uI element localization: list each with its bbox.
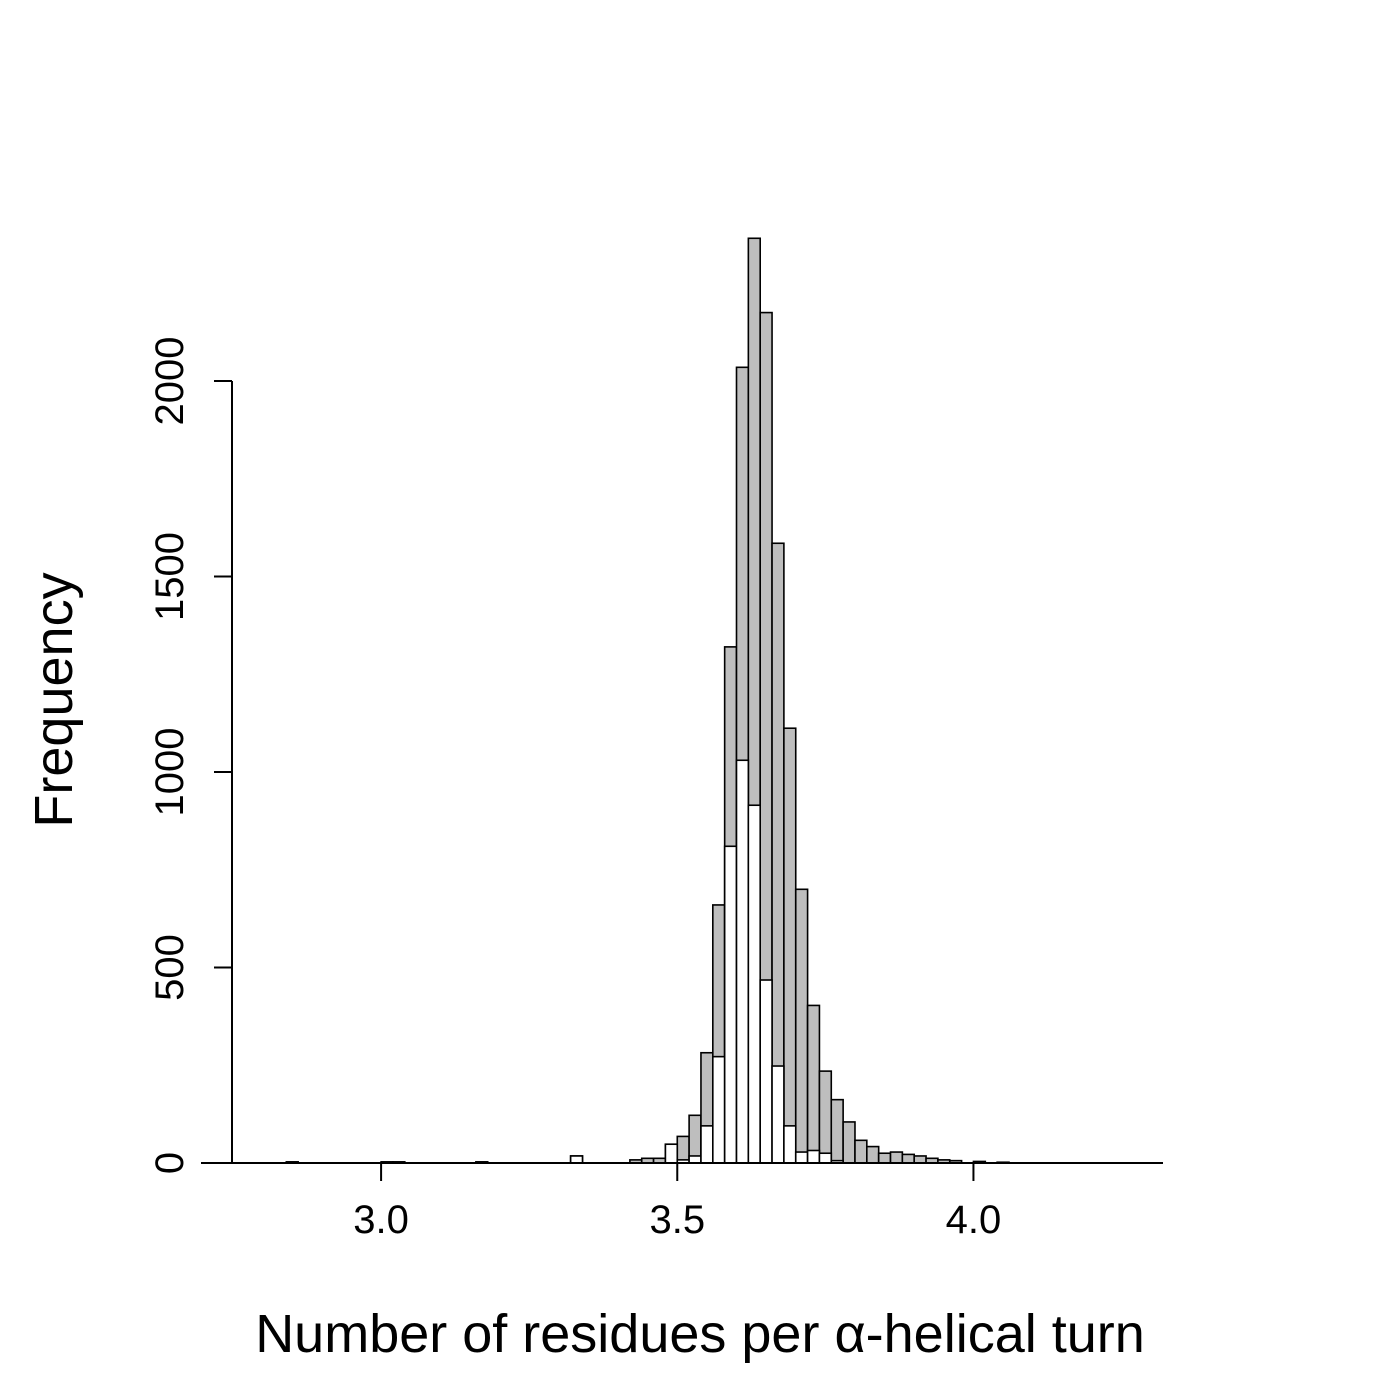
white-bar [759, 979, 773, 1164]
white-bar [783, 1125, 797, 1164]
x-axis-title: Number of residues per α-helical turn [255, 1304, 1145, 1364]
y-axis: 0 500 1000 1500 2000 [148, 337, 233, 1174]
white-bar [818, 1152, 833, 1164]
white-bar [700, 1125, 714, 1164]
x-axis: 3.0 3.5 4.0 [201, 1162, 1163, 1242]
x-tick-label: 3.5 [649, 1198, 705, 1242]
y-tick-label: 0 [148, 1152, 192, 1174]
white-bar [747, 804, 761, 1164]
gray-bar [901, 1153, 916, 1164]
white-bar [771, 1065, 785, 1164]
white-bar [569, 1155, 584, 1164]
white-series-bars [569, 759, 844, 1164]
y-tick-label: 2000 [148, 337, 192, 426]
gray-bar [913, 1155, 927, 1164]
y-tick-label: 1000 [148, 728, 192, 817]
gray-bar [830, 1098, 844, 1164]
gray-series-bars [285, 237, 1010, 1164]
gray-bar [783, 727, 797, 1164]
white-bar [712, 1055, 726, 1164]
white-bar [735, 759, 750, 1164]
gray-bar [806, 1004, 821, 1164]
gray-bar [854, 1139, 868, 1164]
y-axis-title: Frequency [24, 572, 84, 827]
gray-bar [842, 1121, 856, 1164]
white-bar [664, 1143, 679, 1164]
gray-bar [794, 888, 809, 1164]
y-tick-label: 1500 [148, 532, 192, 621]
white-bar [794, 1151, 809, 1164]
gray-bar [877, 1152, 892, 1164]
x-tick-label: 4.0 [946, 1198, 1002, 1242]
x-tick-label: 3.0 [353, 1198, 409, 1242]
white-bar [688, 1155, 702, 1164]
gray-bar [889, 1151, 904, 1164]
gray-bar [818, 1070, 833, 1164]
y-tick-label: 500 [148, 934, 192, 1001]
gray-bar [676, 1135, 690, 1164]
white-bar [806, 1149, 821, 1164]
gray-bar [866, 1145, 880, 1164]
white-bar [723, 845, 738, 1164]
